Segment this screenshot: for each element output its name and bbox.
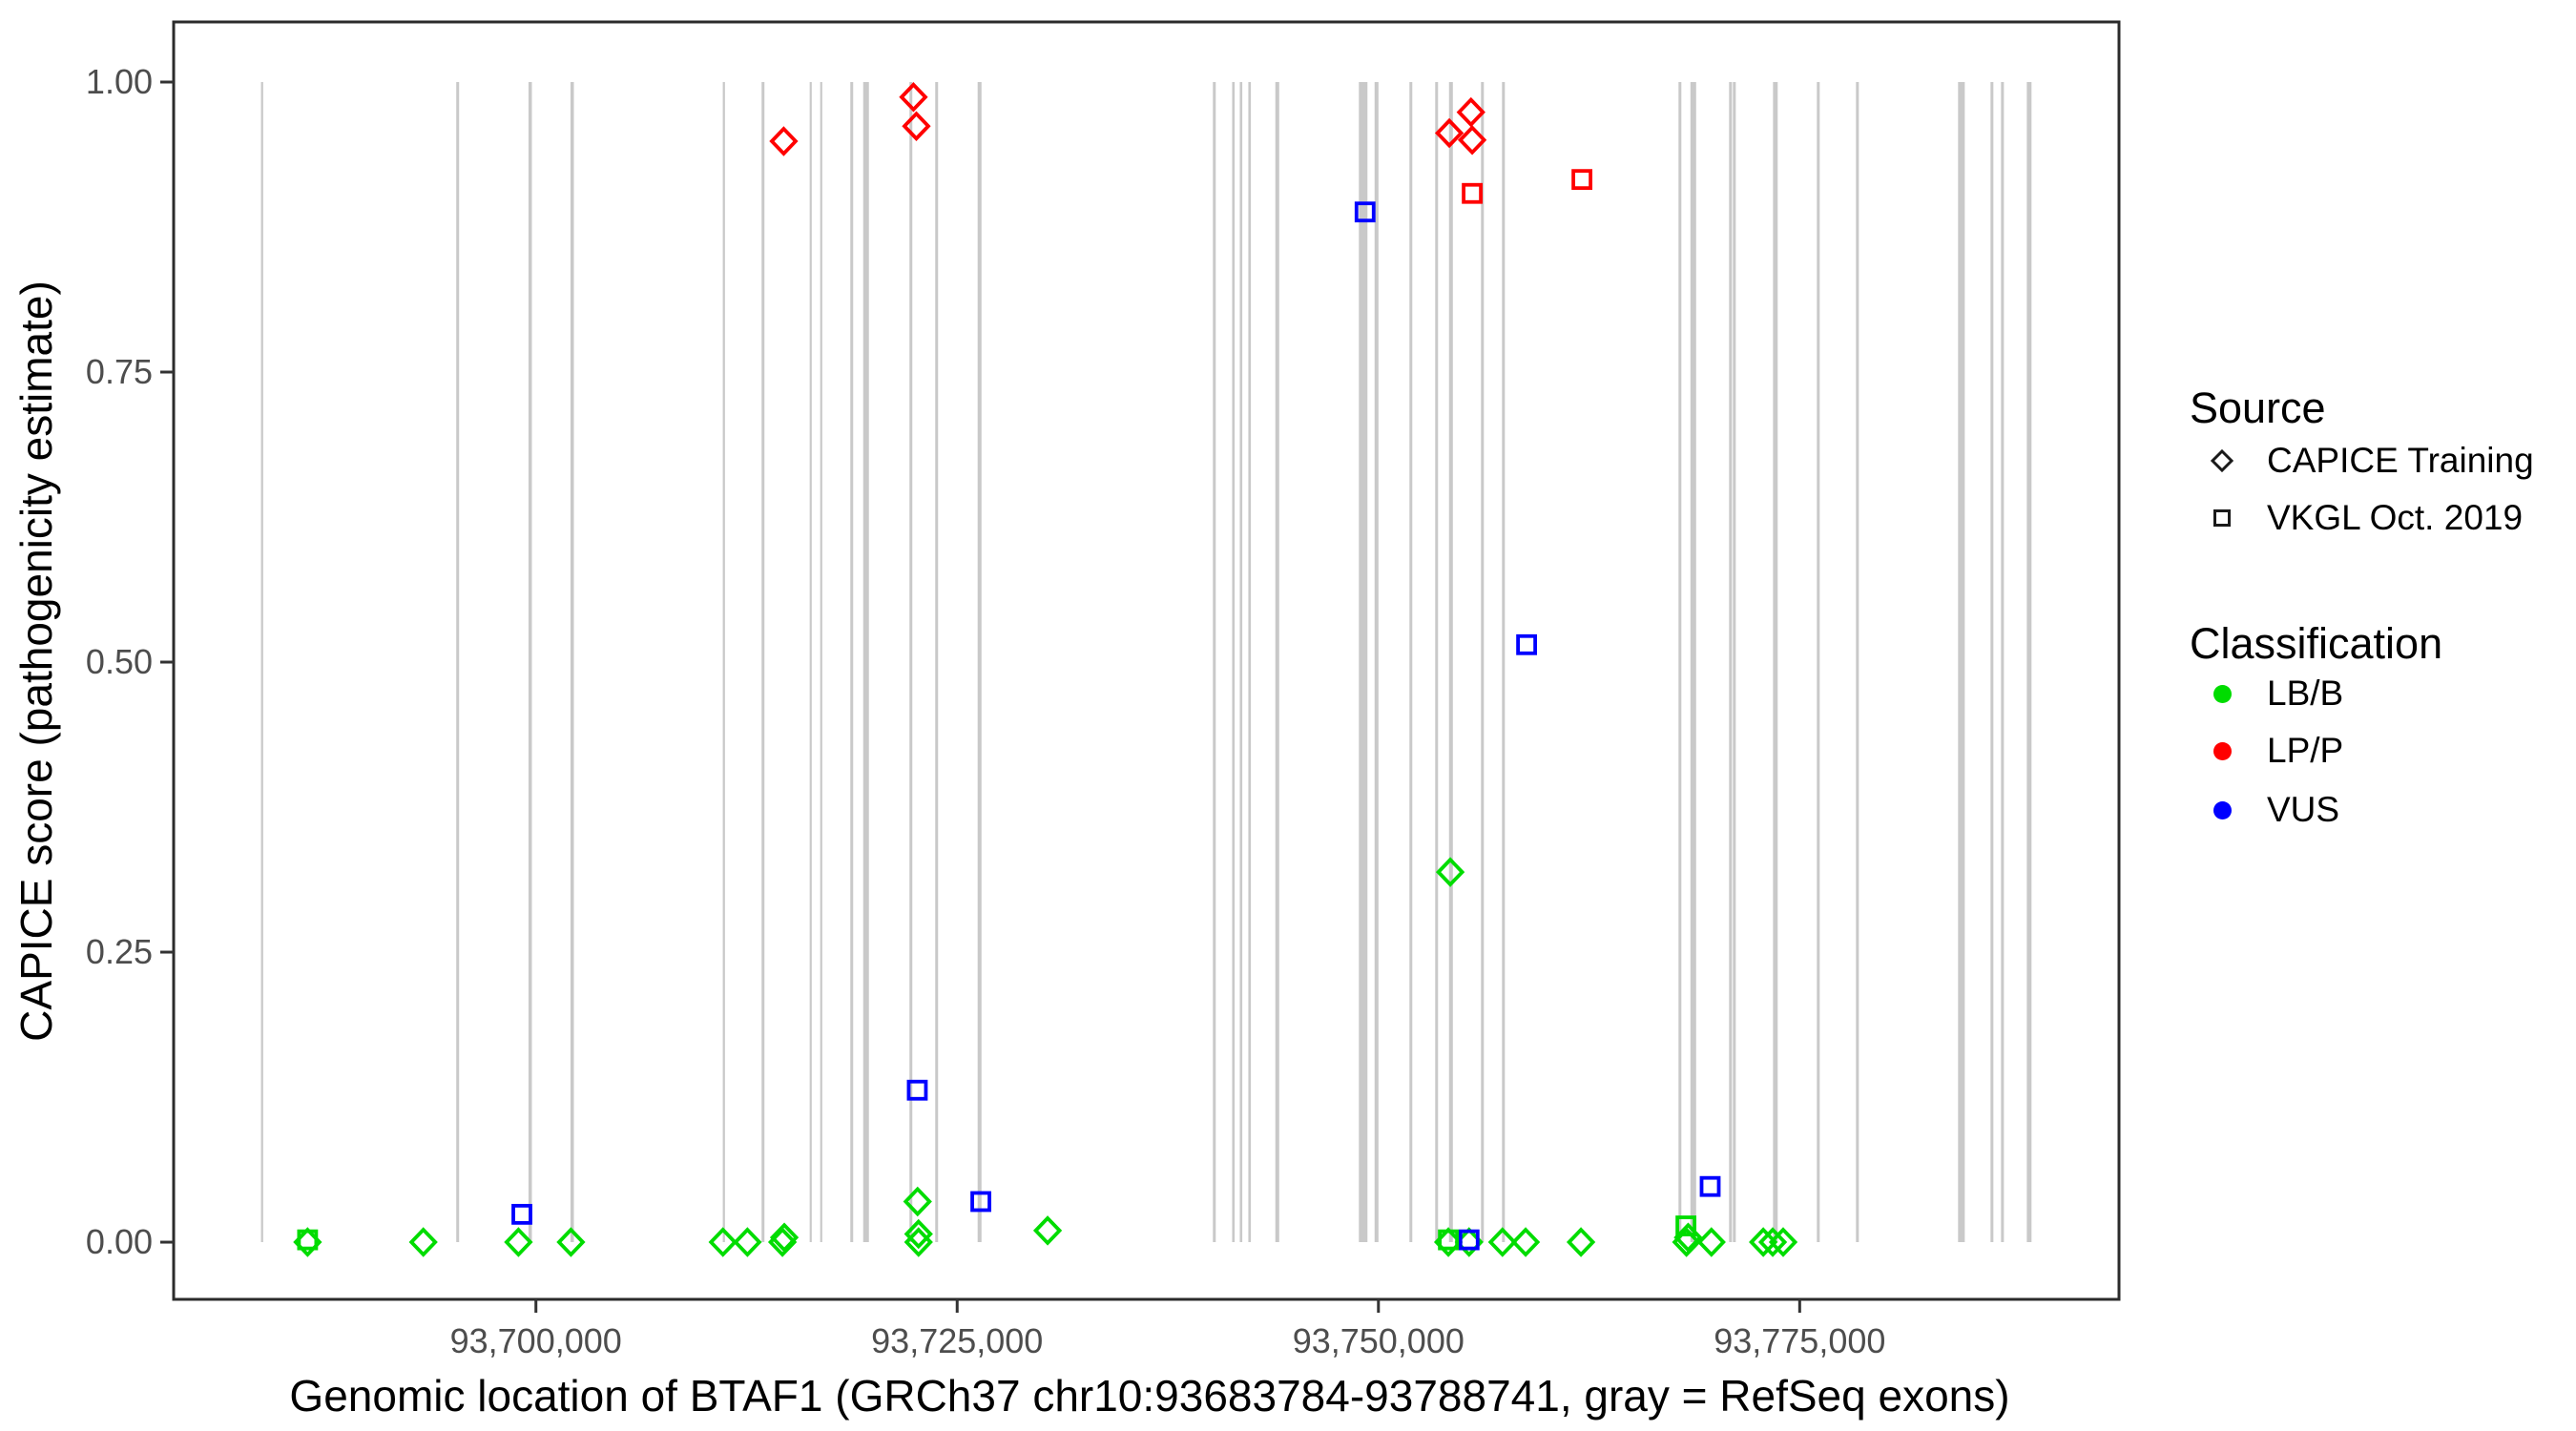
data-point-diamond: [556, 1227, 586, 1257]
green-dot-icon: [2213, 684, 2232, 703]
data-point-square: [1458, 1229, 1480, 1251]
data-point-diamond: [708, 1227, 737, 1257]
data-point-diamond: [899, 82, 928, 113]
data-point-diamond: [1032, 1215, 1063, 1246]
y-tick-label: 0.50: [85, 642, 153, 682]
data-point-diamond: [504, 1227, 533, 1257]
data-point-square: [1438, 1229, 1459, 1251]
x-axis-title: Genomic location of BTAF1 (GRCh37 chr10:…: [289, 1371, 2010, 1421]
data-point-diamond: [733, 1227, 762, 1257]
data-point-square: [1675, 1215, 1697, 1236]
data-point-square: [970, 1191, 991, 1213]
legend-item-label: VUS: [2267, 790, 2340, 829]
data-point-square: [1462, 182, 1483, 204]
data-point-diamond: [1749, 1227, 1778, 1257]
data-point-diamond: [1434, 117, 1465, 149]
data-point-diamond: [1566, 1227, 1596, 1257]
legend-item-vus: VUS: [2210, 790, 2340, 829]
red-dot-icon: [2213, 741, 2232, 760]
panel-border: [172, 20, 2121, 1301]
data-point-square: [906, 1079, 928, 1101]
data-point-diamond: [1456, 96, 1485, 128]
x-tick-label: 93,750,000: [1292, 1321, 1465, 1360]
legend-source-title: Source: [2190, 384, 2326, 432]
data-point-diamond: [904, 1227, 933, 1257]
data-point-square: [1516, 633, 1537, 655]
data-point-diamond: [1457, 125, 1487, 156]
legend-item-capice-training: CAPICE Training: [2210, 441, 2534, 480]
y-tick-label: 0.25: [85, 932, 153, 972]
legend-item-lpp: LP/P: [2210, 731, 2344, 770]
legend-item-lbb: LB/B: [2210, 674, 2343, 713]
data-point-diamond: [1435, 857, 1465, 887]
x-tick-label: 93,775,000: [1714, 1321, 1886, 1360]
blue-dot-icon: [2213, 800, 2232, 819]
data-point-square: [1354, 201, 1376, 223]
legend-item-label: CAPICE Training: [2267, 441, 2534, 480]
diamond-legend-icon: [2210, 448, 2234, 473]
data-point-diamond: [769, 1222, 800, 1253]
square-legend-icon: [2213, 509, 2231, 527]
legend-item-label: LP/P: [2267, 731, 2344, 770]
y-tick-label: 0.75: [85, 352, 153, 391]
y-tick-label: 0.00: [85, 1222, 153, 1262]
x-tick-label: 93,725,000: [871, 1321, 1044, 1360]
legend-item-label: VKGL Oct. 2019: [2267, 498, 2524, 537]
data-point-diamond: [408, 1227, 438, 1257]
data-point-square: [1571, 169, 1592, 191]
y-tick-label: 1.00: [85, 61, 153, 101]
legend-classification-title: Classification: [2190, 619, 2443, 668]
data-point-diamond: [1510, 1227, 1541, 1257]
data-point-diamond: [769, 126, 799, 156]
x-tick-label: 93,700,000: [449, 1321, 622, 1360]
data-point-square: [1699, 1175, 1721, 1197]
data-point-diamond: [902, 111, 931, 141]
data-point-square: [297, 1229, 319, 1251]
data-point-diamond: [1487, 1227, 1517, 1257]
data-point-diamond: [903, 1186, 932, 1217]
data-point-diamond: [1696, 1227, 1726, 1257]
legend-item-label: LB/B: [2267, 674, 2344, 713]
legend-item-vkgl: VKGL Oct. 2019: [2210, 498, 2524, 537]
data-point-square: [511, 1203, 532, 1225]
data-point-diamond: [1757, 1227, 1788, 1257]
data-point-diamond: [1768, 1227, 1798, 1257]
data-point-diamond: [904, 1218, 933, 1250]
